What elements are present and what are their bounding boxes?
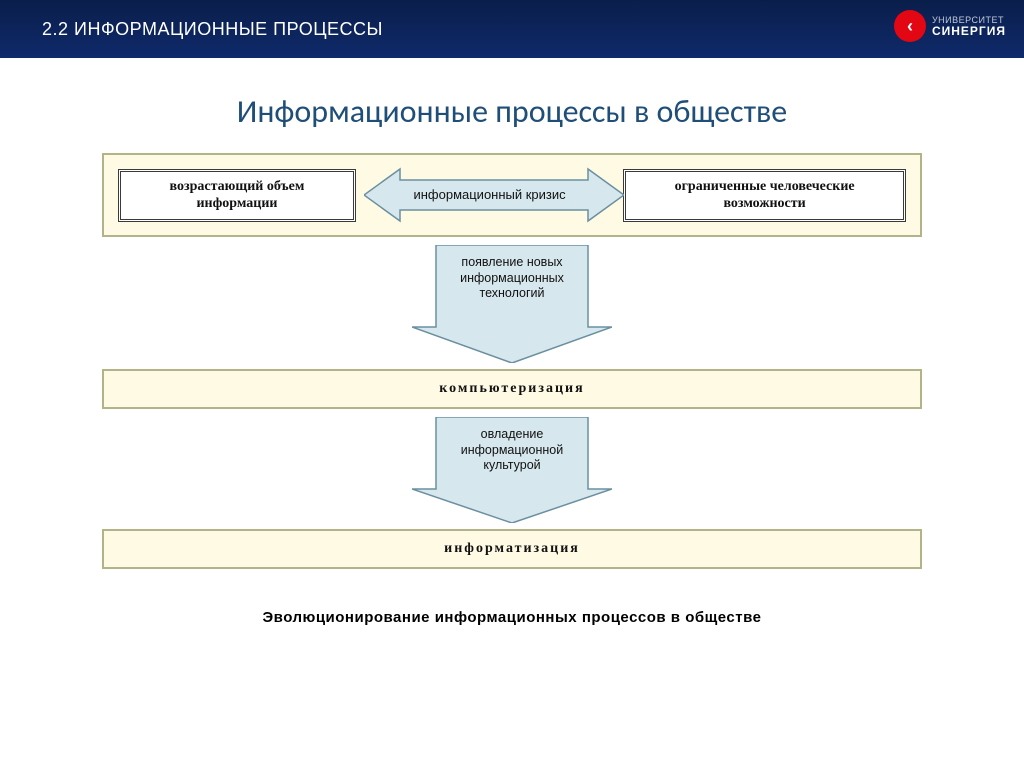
band-informatization: информатизация [102,529,922,569]
down-arrow-2: овладение информационной культурой [412,417,612,523]
slide-title: Информационные процессы в обществе [0,92,1024,131]
slide-header: 2.2 ИНФОРМАЦИОННЫЕ ПРОЦЕССЫ ‹ УНИВЕРСИТЕ… [0,0,1024,58]
brand-logo-icon: ‹ [894,10,926,42]
flowchart-diagram: возрастающий объем информации информацио… [102,153,922,626]
down-arrow-2-label: овладение информационной культурой [437,427,587,474]
diagram-caption: Эволюционирование информационных процесс… [263,609,762,626]
down-arrow-1-label: появление новых информационных технологи… [437,255,587,302]
double-arrow-label: информационный кризис [413,188,565,203]
row1-band: возрастающий объем информации информацио… [102,153,922,237]
brand-logo-text: УНИВЕРСИТЕТ СИНЕРГИЯ [932,16,1006,37]
double-arrow: информационный кризис [364,165,615,225]
box-right: ограниченные человеческие возможности [623,169,906,222]
box-left: возрастающий объем информации [118,169,356,222]
brand-logo: ‹ УНИВЕРСИТЕТ СИНЕРГИЯ [894,10,1006,42]
band-computerization: компьютеризация [102,369,922,409]
header-section-label: 2.2 ИНФОРМАЦИОННЫЕ ПРОЦЕССЫ [42,19,383,40]
down-arrow-1: появление новых информационных технологи… [412,245,612,363]
brand-logo-line2: СИНЕРГИЯ [932,25,1006,37]
